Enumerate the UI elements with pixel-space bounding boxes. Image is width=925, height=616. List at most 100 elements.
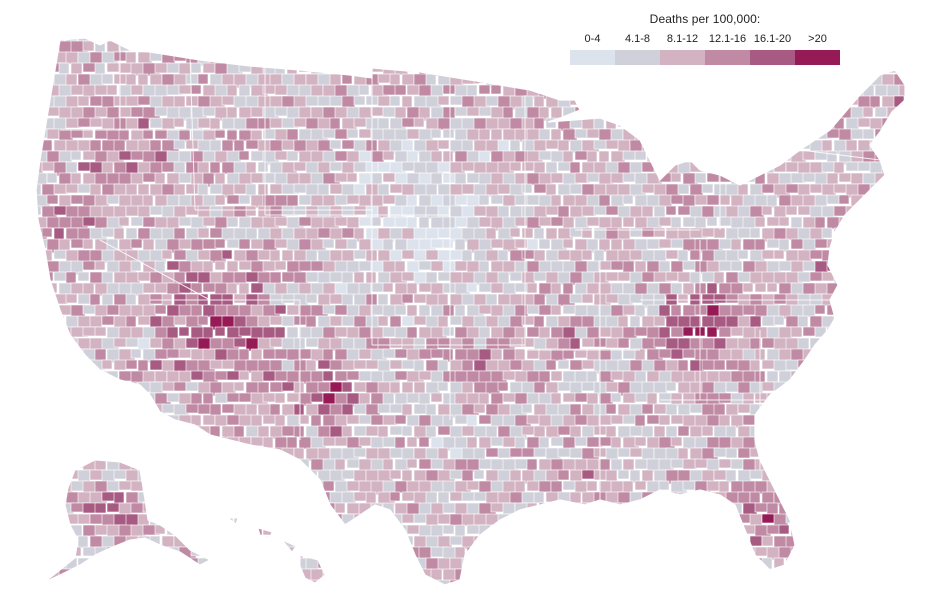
county-tile	[185, 579, 202, 585]
county-tile	[101, 205, 116, 219]
county-tile	[281, 315, 296, 327]
county-tile	[634, 260, 647, 274]
county-tile	[322, 304, 336, 315]
county-tile	[550, 62, 564, 75]
county-tile	[509, 227, 521, 238]
county-tile	[766, 238, 781, 249]
county-tile	[299, 591, 316, 602]
county-tile	[317, 95, 332, 107]
county-tile	[682, 84, 699, 100]
county-tile	[533, 95, 545, 108]
county-tile	[334, 524, 353, 538]
county-tile	[898, 414, 905, 429]
county-tile	[521, 38, 540, 45]
county-tile	[778, 216, 790, 227]
county-tile	[118, 216, 130, 227]
county-tile	[906, 316, 922, 329]
county-tile	[749, 161, 767, 172]
county-tile	[838, 480, 857, 494]
county-tile	[293, 579, 309, 585]
county-tile	[802, 370, 816, 382]
county-tile	[474, 602, 489, 611]
county-tile	[574, 524, 587, 537]
county-tile	[719, 591, 733, 604]
county-tile	[718, 502, 732, 514]
county-tile	[346, 62, 358, 77]
county-tile	[526, 194, 541, 206]
county-tile	[353, 51, 367, 66]
county-tile	[202, 150, 216, 163]
county-tile	[118, 392, 135, 408]
county-tile	[906, 162, 923, 176]
county-tile	[898, 128, 905, 139]
county-tile	[245, 205, 257, 217]
county-tile	[874, 524, 889, 537]
county-tile	[809, 425, 825, 438]
county-tile	[257, 315, 271, 328]
county-tile	[221, 579, 239, 585]
county-tile	[610, 172, 625, 184]
county-tile	[36, 480, 46, 493]
county-tile	[214, 150, 229, 164]
county-tile	[869, 271, 882, 283]
county-tile	[395, 591, 408, 601]
county-tile	[857, 403, 871, 416]
county-tile	[826, 326, 844, 342]
county-tile	[575, 591, 585, 603]
county-tile	[178, 326, 190, 337]
county-tile	[197, 227, 210, 239]
county-tile	[346, 326, 360, 340]
county-tile	[401, 381, 414, 394]
county-tile	[238, 216, 252, 229]
county-tile	[442, 524, 455, 535]
county-tile	[154, 524, 166, 535]
county-tile	[689, 579, 703, 585]
county-tile	[906, 558, 916, 572]
county-tile	[269, 227, 283, 241]
county-tile	[749, 337, 762, 351]
county-tile	[545, 557, 560, 570]
county-tile	[838, 172, 852, 183]
county-tile	[533, 381, 546, 394]
county-tile	[485, 557, 497, 572]
county-tile	[750, 602, 761, 611]
county-tile	[418, 106, 431, 122]
county-tile	[461, 38, 477, 44]
county-tile	[354, 602, 368, 611]
county-tile	[874, 282, 892, 297]
county-tile	[238, 458, 251, 470]
county-tile	[365, 557, 381, 571]
county-tile	[41, 469, 56, 484]
county-tile	[898, 282, 905, 297]
county-tile	[790, 370, 806, 385]
county-tile	[797, 337, 810, 351]
county-tile	[526, 40, 538, 51]
county-tile	[149, 315, 163, 328]
county-tile	[694, 150, 706, 165]
county-tile	[509, 557, 525, 571]
county-tile	[358, 524, 375, 539]
county-tile	[850, 216, 869, 231]
county-tile	[250, 480, 265, 495]
county-tile	[810, 602, 823, 611]
county-tile	[749, 535, 763, 547]
county-tile	[682, 326, 694, 337]
county-tile	[605, 535, 622, 551]
county-tile	[778, 194, 792, 207]
county-tile	[622, 392, 637, 404]
county-tile	[802, 480, 820, 496]
county-tile	[574, 128, 588, 139]
county-tile	[514, 524, 532, 537]
county-tile	[857, 381, 871, 396]
county-tile	[486, 602, 497, 611]
county-tile	[286, 436, 298, 450]
county-tile	[113, 183, 127, 196]
county-tile	[238, 480, 252, 492]
legend-label-bin-4: 12.1-16	[708, 33, 747, 45]
county-tile	[641, 117, 655, 128]
county-tile	[238, 194, 251, 205]
county-tile	[53, 403, 67, 415]
county-tile	[390, 602, 406, 611]
county-tile	[581, 249, 593, 261]
county-tile	[605, 469, 618, 482]
